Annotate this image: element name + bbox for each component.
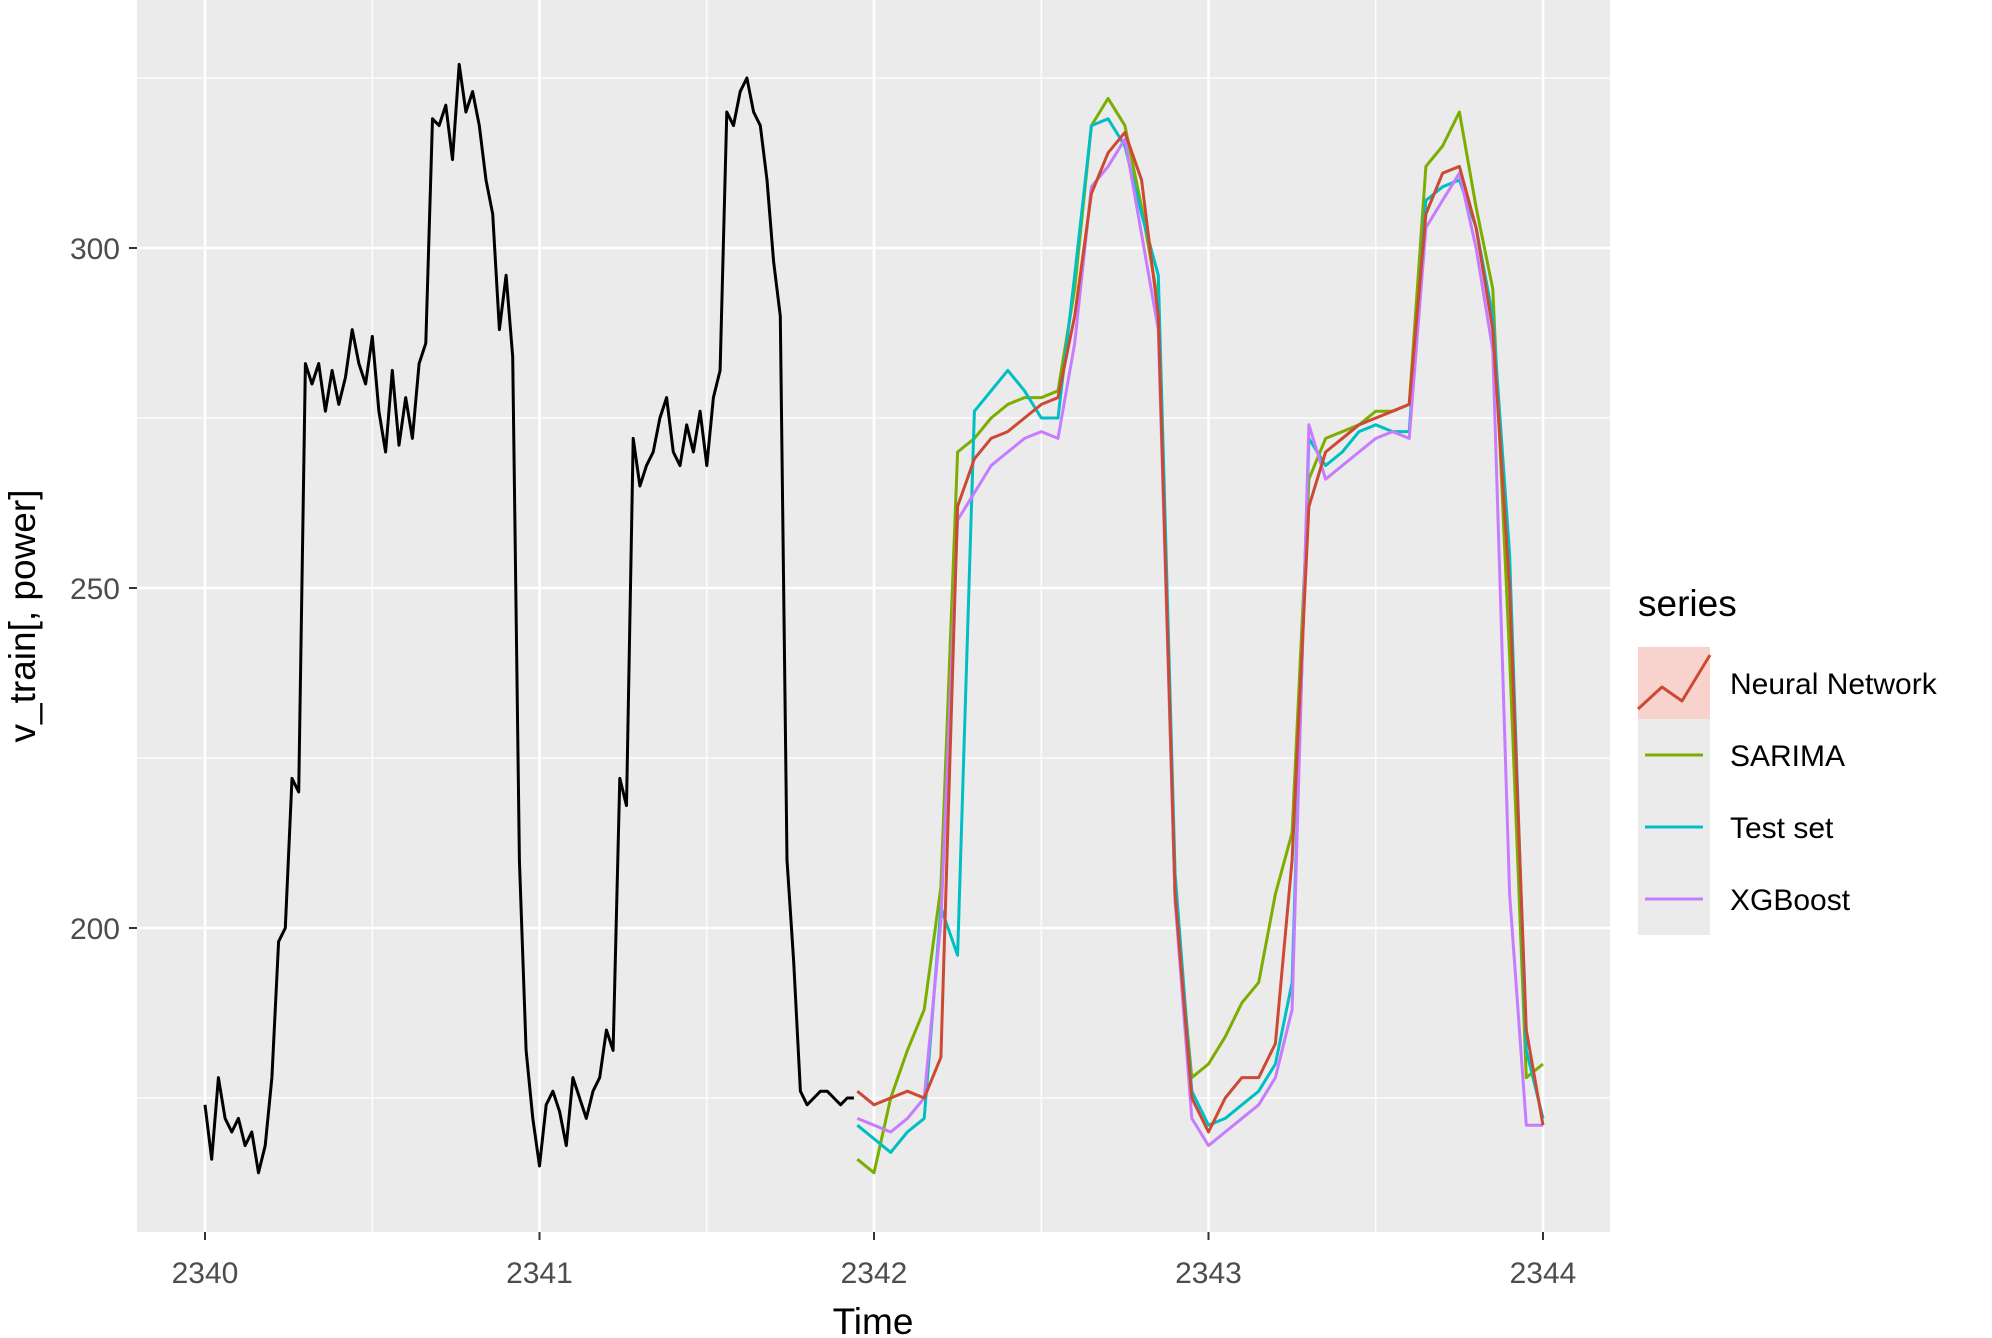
legend-label: SARIMA [1730, 740, 1845, 773]
legend-label: Neural Network [1730, 668, 1938, 701]
training-series-line [203, 62, 854, 1175]
x-axis-title: Time [833, 1301, 914, 1338]
series-line-neural-network [856, 130, 1545, 1134]
y-tick-label: 300 [70, 233, 120, 266]
series-line-test-set [856, 117, 1545, 1154]
legend-item-sarima: SARIMA [1638, 719, 1845, 791]
x-tick-label: 2342 [841, 1257, 908, 1290]
y-axis-title: v_train[, power] [2, 490, 43, 743]
series-lines [203, 62, 1545, 1175]
y-tick-label: 250 [70, 573, 120, 606]
legend-title: series [1638, 583, 1737, 624]
legend-keys: Neural Network SARIMA Test set XGBoost [1636, 647, 1938, 935]
legend: series Neural Network SARIMA Test set XGBoo… [1636, 583, 1938, 935]
x-tick-labels: 2340 2341 2342 2343 2344 [172, 1257, 1577, 1290]
major-gridlines [137, 0, 1610, 1232]
y-tick-labels: 200 250 300 [70, 233, 120, 946]
legend-label: Test set [1730, 812, 1834, 845]
series-line-xgboost [856, 137, 1543, 1148]
series-line-sarima [856, 96, 1544, 1175]
y-tick-label: 200 [70, 913, 120, 946]
x-tick-label: 2343 [1175, 1257, 1242, 1290]
legend-item-xgboost: XGBoost [1638, 863, 1851, 935]
legend-key-background [1638, 647, 1710, 719]
x-tick-label: 2340 [172, 1257, 239, 1290]
legend-item-test-set: Test set [1638, 791, 1834, 863]
x-tick-label: 2341 [506, 1257, 573, 1290]
legend-swatch-neural-network [1636, 654, 1712, 711]
legend-label: XGBoost [1730, 884, 1851, 917]
axis-ticks [129, 247, 1544, 1240]
x-tick-label: 2344 [1510, 1257, 1577, 1290]
legend-item-neural-network: Neural Network [1636, 647, 1938, 719]
